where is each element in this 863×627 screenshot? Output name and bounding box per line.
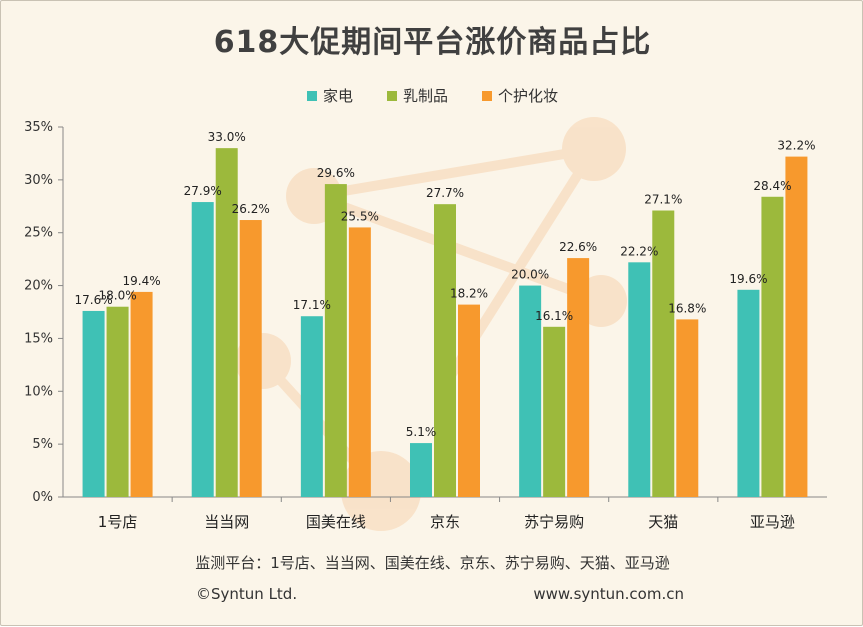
data-label: 32.2% xyxy=(777,139,815,153)
bar xyxy=(410,443,432,497)
legend-item-personal-care: 个护化妆 xyxy=(482,85,558,106)
y-tick-label: 10% xyxy=(24,384,53,399)
bar xyxy=(628,262,651,497)
category-label: 当当网 xyxy=(204,513,249,531)
bar xyxy=(737,289,760,497)
bar xyxy=(567,258,590,497)
y-tick-label: 5% xyxy=(32,437,53,452)
data-label: 27.1% xyxy=(644,193,682,207)
legend-item-appliances: 家电 xyxy=(306,85,353,106)
bar xyxy=(348,227,371,497)
copyright: ©Syntun Ltd. xyxy=(196,585,298,603)
legend-label-appliances: 家电 xyxy=(322,87,353,105)
data-label: 33.0% xyxy=(208,130,246,144)
bar xyxy=(239,220,262,497)
bar xyxy=(324,184,347,498)
y-tick-label: 30% xyxy=(24,173,53,188)
data-label: 26.2% xyxy=(232,202,270,216)
data-label: 5.1% xyxy=(406,425,437,439)
category-label: 天猫 xyxy=(648,513,678,531)
legend-label-personal-care: 个护化妆 xyxy=(498,87,559,105)
legend-label-dairy: 乳制品 xyxy=(402,87,448,105)
legend-item-dairy: 乳制品 xyxy=(386,85,448,106)
y-tick-label: 35% xyxy=(24,120,53,135)
bars xyxy=(82,148,808,498)
y-tick-label: 20% xyxy=(24,279,53,294)
bar xyxy=(82,310,105,497)
legend-swatch-dairy xyxy=(386,90,397,101)
data-label: 18.0% xyxy=(99,289,137,303)
data-label: 18.2% xyxy=(450,287,488,301)
category-label: 苏宁易购 xyxy=(524,513,584,531)
data-label: 19.6% xyxy=(729,272,767,286)
data-label: 27.9% xyxy=(184,184,222,198)
value-labels: 17.6%18.0%19.4% 27.9% 33.0% 26.2% 17.1% 29.6%… xyxy=(75,130,816,439)
data-label: 17.6% xyxy=(75,293,113,307)
data-label: 27.7% xyxy=(426,186,464,200)
data-label: 22.2% xyxy=(620,244,658,258)
data-label: 29.6% xyxy=(317,166,355,180)
chart-title: 618大促期间平台涨价商品占比 xyxy=(213,25,652,60)
category-label: 1号店 xyxy=(98,513,138,531)
bar xyxy=(652,210,675,497)
legend-swatch-appliances xyxy=(306,90,317,101)
data-label: 17.1% xyxy=(293,298,331,312)
data-label: 19.4% xyxy=(123,274,161,288)
bar xyxy=(458,304,480,497)
data-label: 25.5% xyxy=(341,209,379,223)
bar xyxy=(676,319,699,497)
bar xyxy=(130,291,153,497)
data-label: 16.1% xyxy=(535,309,573,323)
legend-swatch-personal-care xyxy=(482,90,492,101)
category-label: 国美在线 xyxy=(306,513,366,531)
bar xyxy=(785,156,808,497)
bar xyxy=(106,306,129,497)
data-label: 16.8% xyxy=(668,301,706,315)
y-tick-label: 0% xyxy=(32,490,53,505)
monitored-platforms-note: 监测平台：1号店、当当网、国美在线、京东、苏宁易购、天猫、亚马逊 xyxy=(195,554,670,572)
bar xyxy=(434,204,456,497)
bar xyxy=(519,285,542,497)
legend: 家电 乳制品 个护化妆 xyxy=(1,85,863,106)
data-label: 20.0% xyxy=(511,268,549,282)
y-tick-label: 25% xyxy=(24,226,53,241)
category-label: 京东 xyxy=(430,513,460,531)
category-label: 亚马逊 xyxy=(750,513,795,531)
bar xyxy=(300,316,323,497)
bar xyxy=(761,196,784,497)
y-tick-label: 15% xyxy=(24,331,53,346)
bar xyxy=(215,148,238,497)
source-url: www.syntun.com.cn xyxy=(533,585,684,603)
data-label: 28.4% xyxy=(753,179,791,193)
data-label: 22.6% xyxy=(559,240,597,254)
bar xyxy=(543,326,566,497)
bar xyxy=(191,202,214,498)
